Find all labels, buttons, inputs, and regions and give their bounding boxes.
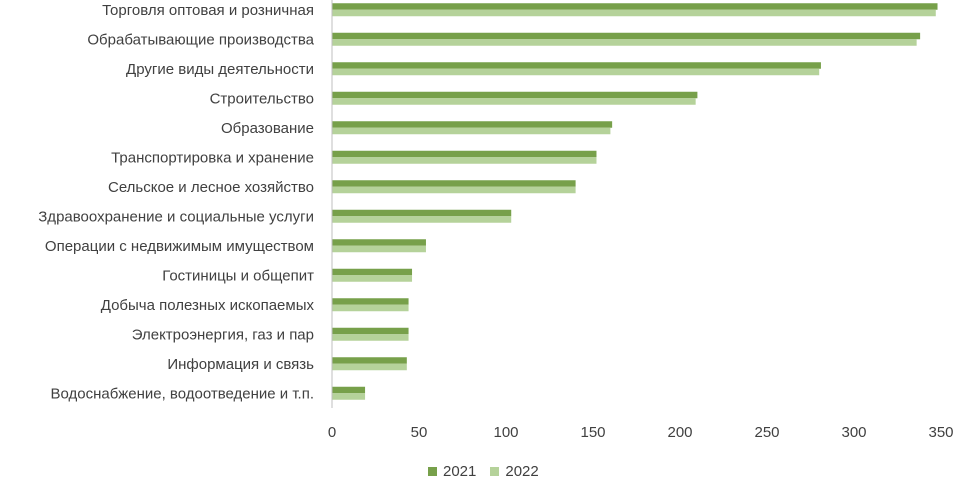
bar-2021 — [332, 32, 921, 40]
bar-2022 — [332, 157, 597, 164]
bar-2022 — [332, 68, 820, 76]
x-tick-label: 350 — [928, 424, 953, 441]
bar-2022 — [332, 9, 936, 17]
bar-2022 — [332, 216, 512, 223]
bar-2021 — [332, 62, 821, 69]
bar-2022 — [332, 334, 409, 341]
legend-item-2022: 2022 — [490, 462, 539, 480]
bar-2021 — [332, 121, 613, 128]
bar-2021 — [332, 209, 512, 217]
bar-chart: Торговля оптовая и розничная Обрабатывающ… — [38, 0, 954, 441]
bar-2022 — [332, 186, 576, 194]
x-tick-label: 0 — [328, 424, 336, 441]
category-label: Водоснабжение, водоотведение и т.п. — [51, 385, 314, 402]
bar-2021 — [332, 357, 407, 364]
bar-2022 — [332, 363, 407, 371]
x-tick-label: 100 — [493, 424, 518, 441]
category-label: Здравоохранение и социальные услуги — [38, 208, 314, 225]
x-tick-label: 50 — [411, 424, 428, 441]
bar-2022 — [332, 275, 413, 282]
category-label: Обрабатывающие производства — [87, 31, 314, 48]
bar-2021 — [332, 180, 576, 187]
bar-2022 — [332, 245, 426, 253]
bar-2022 — [332, 393, 366, 400]
bar-2021 — [332, 3, 938, 10]
bar-2021 — [332, 327, 409, 335]
legend-swatch-2021 — [428, 466, 437, 476]
legend-label-2021: 2021 — [443, 462, 477, 480]
x-tick-label: 200 — [667, 424, 692, 441]
bars — [332, 3, 938, 400]
x-tick-label: 300 — [841, 424, 866, 441]
category-label: Добыча полезных ископаемых — [101, 297, 315, 314]
category-label: Другие виды деятельности — [126, 61, 314, 78]
bar-2021 — [332, 91, 698, 99]
bar-2022 — [332, 127, 611, 135]
category-label: Строительство — [210, 90, 314, 107]
legend-label-2022: 2022 — [505, 462, 539, 480]
bar-2021 — [332, 150, 597, 158]
bar-2021 — [332, 298, 409, 305]
category-label: Электроэнергия, газ и пар — [132, 326, 314, 343]
bar-2022 — [332, 304, 409, 312]
legend-item-2021: 2021 — [428, 463, 476, 480]
bar-2022 — [332, 98, 696, 105]
bar-2021 — [332, 386, 366, 394]
category-label: Гостиницы и общепит — [162, 267, 314, 284]
category-label: Торговля оптовая и розничная — [102, 2, 314, 19]
legend: 2021 2022 — [428, 462, 553, 480]
category-label: Сельское и лесное хозяйство — [108, 179, 314, 196]
bar-2022 — [332, 39, 917, 46]
bar-2021 — [332, 239, 426, 246]
legend-swatch-2022 — [490, 466, 500, 476]
x-axis-tick-labels: 0 50 100 150 200 250 300 350 — [328, 424, 954, 441]
category-label: Транспортировка и хранение — [111, 149, 314, 166]
category-label: Образование — [221, 120, 314, 137]
category-label: Информация и связь — [167, 356, 314, 373]
category-labels: Торговля оптовая и розничная Обрабатывающ… — [38, 2, 314, 403]
bar-2021 — [332, 268, 413, 276]
x-tick-label: 250 — [754, 424, 779, 441]
x-tick-label: 150 — [580, 424, 605, 441]
category-label: Операции с недвижимым имуществом — [45, 238, 314, 255]
